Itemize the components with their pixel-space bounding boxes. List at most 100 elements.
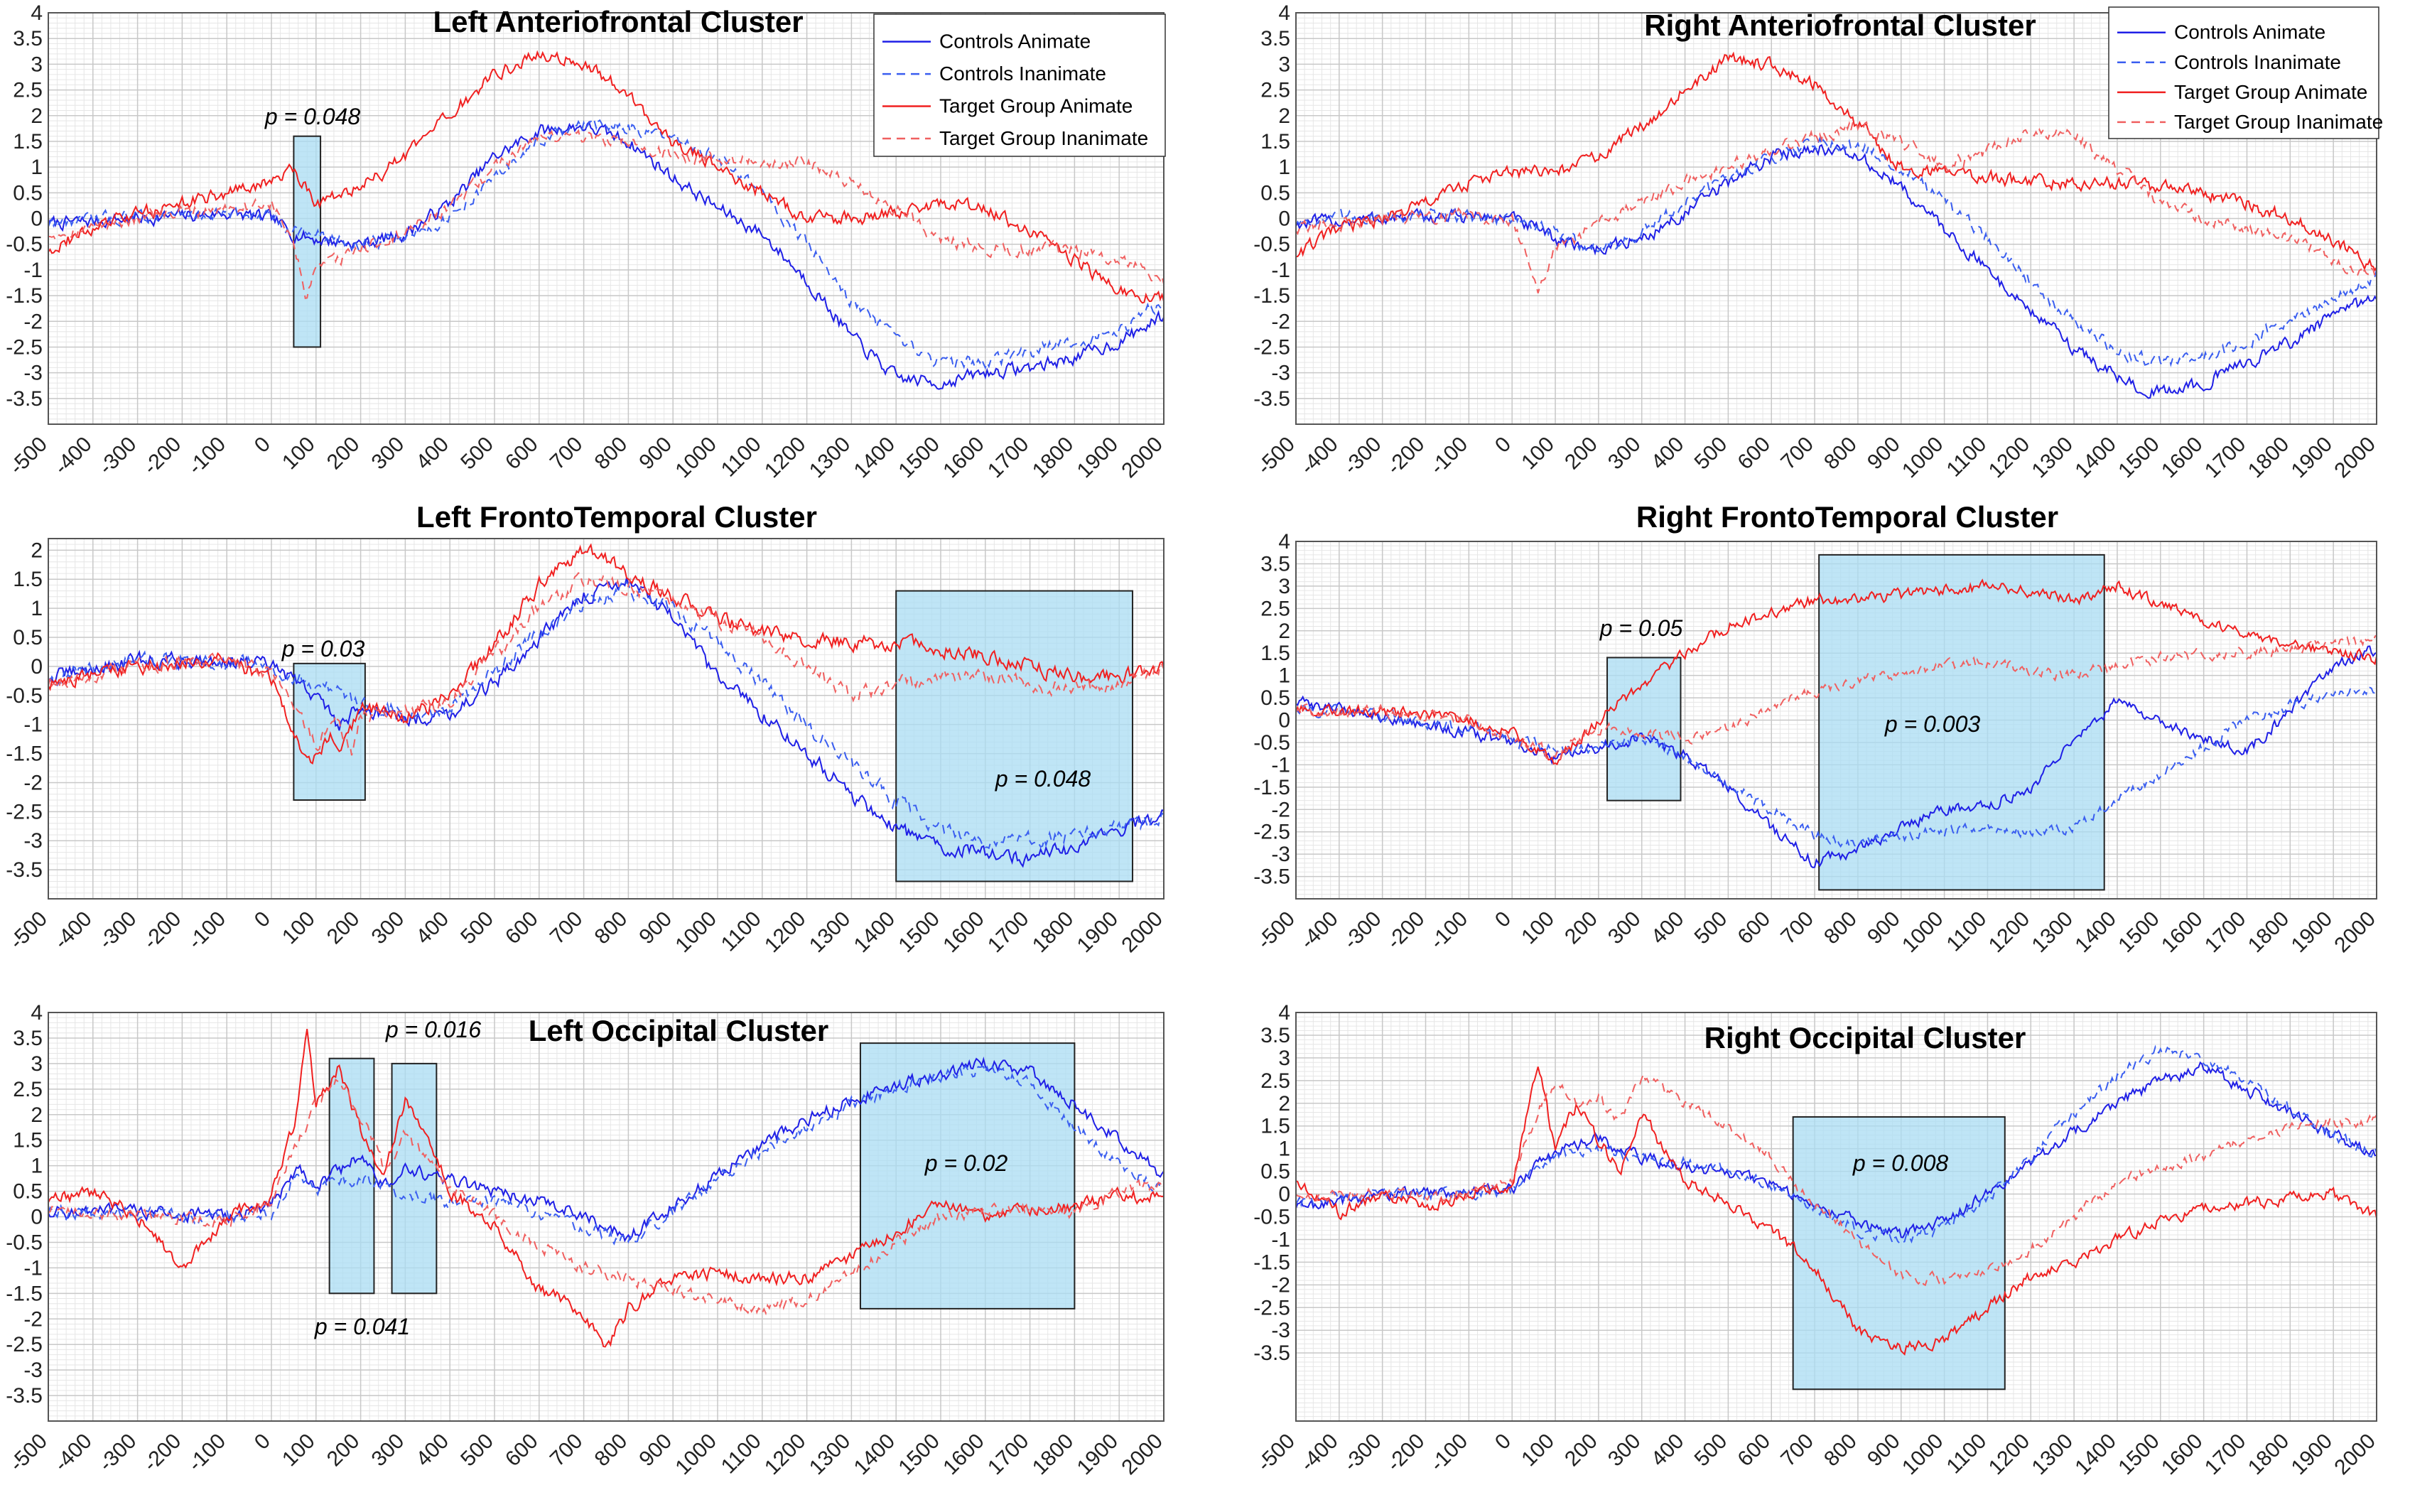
y-tick-label: 1.5: [13, 1129, 43, 1152]
axes-frame: [48, 1012, 1165, 1422]
significance-box-0: [328, 1057, 375, 1295]
p-value-label: p = 0.016: [385, 1017, 482, 1042]
y-tick-label: -1.5: [6, 284, 43, 308]
x-tick-label: 900: [634, 1430, 676, 1472]
chart-title: Right FrontoTemporal Cluster: [1636, 500, 2058, 534]
y-tick-label: -1.5: [6, 1282, 43, 1305]
x-tick-label: -300: [94, 1430, 141, 1476]
y-tick-label: 4: [31, 1001, 43, 1025]
series-line-controls-animate: [48, 578, 1165, 868]
x-tick-label: -500: [5, 1430, 52, 1476]
series-line-target-group-animate: [1295, 1066, 2377, 1356]
p-value-label: p = 0.048: [995, 766, 1091, 792]
x-tick-label: 100: [278, 433, 320, 475]
x-tick-label: 700: [1776, 1430, 1818, 1472]
x-tick-label: 2000: [1117, 433, 1167, 483]
x-tick-label: 600: [501, 907, 543, 949]
x-tick-label: 100: [1517, 433, 1559, 475]
x-tick-label: -400: [1296, 1430, 1343, 1476]
x-tick-label: 1200: [1984, 1430, 2035, 1480]
y-tick-label: -0.5: [1253, 1206, 1290, 1229]
x-tick-label: 1000: [671, 907, 721, 958]
x-tick-label: 1800: [2244, 1430, 2294, 1480]
y-tick-label: -1: [23, 259, 43, 282]
y-tick-label: -3: [1271, 1319, 1290, 1342]
x-tick-label: 200: [323, 1430, 364, 1472]
x-tick-label: 700: [1776, 907, 1818, 949]
y-tick-label: -1: [23, 713, 43, 737]
series-line-target-group-inanimate: [1295, 121, 2377, 293]
y-tick-label: 3: [1278, 53, 1290, 76]
series-line-controls-animate: [1295, 645, 2377, 868]
x-tick-label: -500: [1253, 1430, 1299, 1476]
x-tick-label: 900: [1863, 907, 1905, 949]
x-tick-label: 1500: [894, 433, 944, 483]
y-tick-label: -1: [1271, 1228, 1290, 1251]
x-tick-label: 2000: [1117, 907, 1167, 958]
x-tick-label: 1700: [983, 433, 1034, 483]
significance-box-1: [391, 1062, 438, 1295]
legend-entry: Target Group Animate: [2174, 81, 2367, 103]
x-tick-label: 1100: [1942, 433, 1991, 482]
x-tick-label: 300: [1604, 907, 1646, 949]
x-tick-label: -200: [139, 907, 186, 954]
x-tick-label: -400: [1296, 433, 1343, 480]
y-tick-label: 0: [1278, 1183, 1290, 1206]
panel-4: 43.532.521.510.50-0.5-1-1.5-2-2.5-3-3.5-…: [5, 1001, 1167, 1479]
x-tick-label: 1000: [671, 1430, 721, 1480]
legend-entry: Target Group Animate: [939, 95, 1133, 117]
x-tick-label: 1400: [850, 1430, 900, 1480]
x-tick-label: 1500: [894, 907, 944, 958]
y-tick-label: -3.5: [6, 858, 43, 882]
y-tick-label: 0.5: [1260, 181, 1290, 205]
p-value-label: p = 0.008: [1852, 1150, 1949, 1176]
x-tick-label: 100: [278, 907, 320, 949]
x-tick-label: 900: [634, 433, 676, 475]
legend-entry: Controls Animate: [939, 31, 1091, 53]
x-tick-label: 2000: [2330, 1430, 2380, 1480]
y-tick-label: 1.5: [1260, 1115, 1290, 1138]
x-tick-label: -100: [183, 433, 230, 480]
y-tick-label: 0.5: [13, 181, 43, 205]
series-line-controls-inanimate: [48, 1064, 1165, 1246]
y-tick-label: 0.5: [1260, 1160, 1290, 1184]
axes-frame: [48, 538, 1165, 900]
y-tick-label: 1: [1278, 156, 1290, 179]
x-tick-label: 400: [1647, 907, 1689, 949]
chart-title: Left Occipital Cluster: [529, 1014, 828, 1047]
x-tick-label: -300: [94, 433, 141, 480]
x-tick-label: 600: [1733, 433, 1775, 475]
significance-box-1: [1818, 554, 2105, 891]
y-tick-label: -2.5: [1253, 335, 1290, 359]
x-tick-label: 1900: [2287, 1430, 2338, 1480]
x-tick-label: 1400: [2070, 907, 2121, 958]
x-tick-label: -100: [1426, 433, 1473, 480]
x-tick-label: 1000: [1898, 1430, 1948, 1480]
x-tick-label: 1500: [2114, 433, 2164, 483]
legend: Controls Animate Controls Inanimate Target…: [2108, 6, 2383, 139]
p-value-label: p = 0.02: [924, 1150, 1008, 1176]
y-tick-label: 0: [1278, 207, 1290, 231]
y-tick-label: -2: [23, 1307, 43, 1331]
y-tick-label: 2: [31, 539, 43, 562]
x-tick-label: 1400: [2070, 1430, 2121, 1480]
y-tick-label: 3: [1278, 1047, 1290, 1070]
x-tick-label: 1300: [2028, 1430, 2078, 1480]
y-tick-label: 2: [1278, 1092, 1290, 1116]
x-tick-label: 1800: [2244, 907, 2294, 958]
x-tick-label: 1900: [1073, 433, 1123, 483]
x-tick-label: 0: [1491, 907, 1515, 932]
y-tick-label: 3.5: [1260, 552, 1290, 576]
x-tick-label: 500: [456, 907, 498, 949]
series-line-target-group-inanimate: [48, 572, 1165, 756]
x-tick-label: 2000: [1117, 1430, 1167, 1480]
x-tick-label: 1600: [2157, 907, 2208, 958]
y-tick-label: -0.5: [6, 233, 43, 256]
panel-2: 21.510.50-0.5-1-1.5-2-2.5-3-3.5-500-400-…: [5, 500, 1167, 957]
x-tick-label: 1100: [717, 1430, 766, 1479]
x-tick-label: -200: [1383, 433, 1430, 480]
series-line-controls-inanimate: [48, 580, 1165, 850]
x-tick-label: -500: [1253, 433, 1299, 480]
x-tick-label: 200: [1560, 433, 1602, 475]
